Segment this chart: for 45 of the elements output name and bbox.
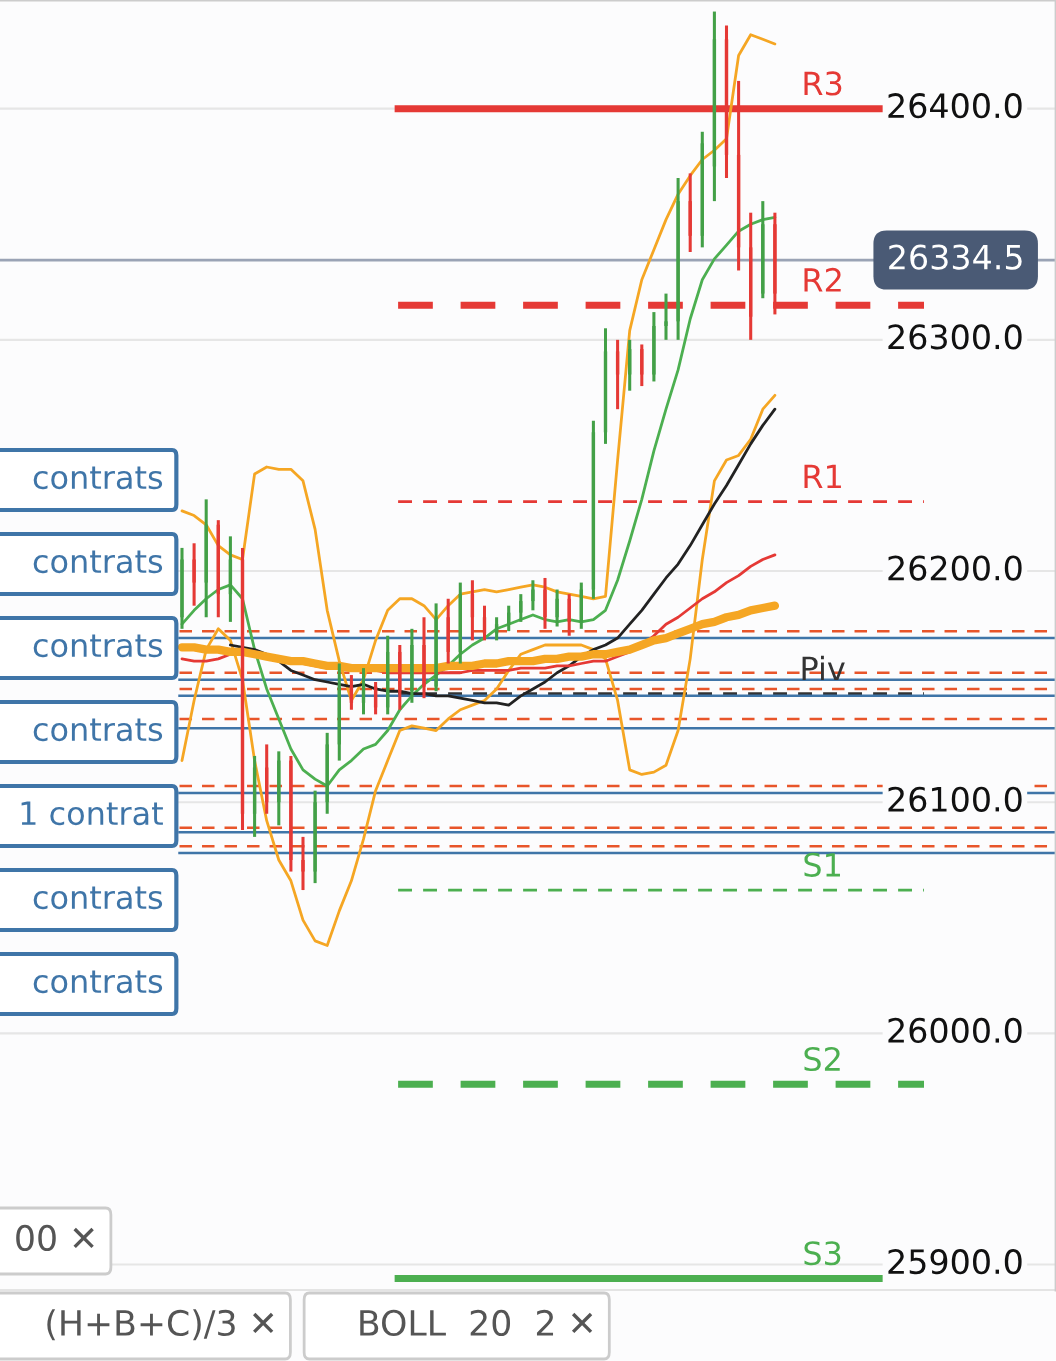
candlestick xyxy=(652,312,656,382)
line-series xyxy=(180,393,777,947)
text: contrats xyxy=(33,718,163,742)
y-tick-label: 26300.0 xyxy=(888,324,1022,350)
candlestick xyxy=(313,790,317,885)
ref-line-label: 26334.5 xyxy=(889,244,1022,270)
candlestick xyxy=(640,344,644,388)
y-tick-label: 26100.0 xyxy=(888,786,1022,812)
candlestick xyxy=(192,543,196,606)
text: contrats xyxy=(33,970,163,994)
line-series xyxy=(180,33,777,702)
candlestick xyxy=(410,627,414,703)
text: 1 contrat xyxy=(21,801,163,826)
ref-line-label: S3 xyxy=(804,1241,841,1266)
text: contrats xyxy=(33,886,163,910)
text: contrats xyxy=(33,466,163,490)
y-tick-label: 26200.0 xyxy=(888,555,1022,581)
candlestick xyxy=(301,835,305,892)
candlestick xyxy=(446,598,450,664)
ref-line-label: S2 xyxy=(804,1046,840,1072)
candlestick xyxy=(676,178,680,340)
text: BOLL 20 2 ✕ xyxy=(360,1309,593,1337)
ref-line-label: Piv xyxy=(802,655,845,680)
candlestick xyxy=(289,754,293,872)
text: contrats xyxy=(33,550,163,574)
candlestick xyxy=(555,589,559,627)
candlestick xyxy=(434,603,438,692)
ref-line-label: S1 xyxy=(804,852,840,877)
ref-line-label: R1 xyxy=(804,464,841,489)
candlestick xyxy=(664,293,668,340)
text: 00 ✕ xyxy=(16,1224,94,1252)
text: contrats xyxy=(33,634,163,658)
candlestick xyxy=(688,173,692,252)
candlestick xyxy=(531,580,535,611)
candlestick xyxy=(543,576,547,629)
candlestick xyxy=(180,546,184,629)
candlestick xyxy=(615,338,620,411)
y-tick-label: 25900.0 xyxy=(888,1249,1022,1275)
y-tick-label: 26400.0 xyxy=(888,93,1022,119)
text: (H+B+C)/3 ✕ xyxy=(47,1309,274,1341)
y-tick-label: 26000.0 xyxy=(888,1017,1022,1044)
candlestick xyxy=(519,594,523,622)
candlestick xyxy=(628,338,632,391)
ref-line-label: R2 xyxy=(804,267,841,292)
ref-line-label: R3 xyxy=(804,71,842,96)
